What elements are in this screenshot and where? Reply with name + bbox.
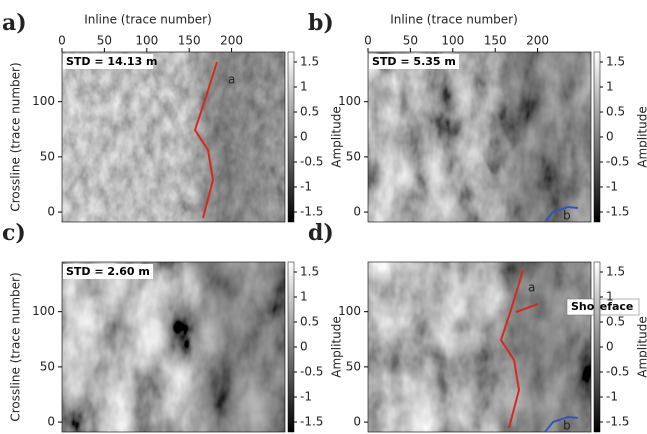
colorbar-tick-label: -0.5 (300, 365, 323, 379)
image-shading (368, 262, 591, 432)
colorbar-tick-label: 1.5 (300, 55, 319, 69)
x-axis-label: Inline (trace number) (390, 13, 518, 27)
colorbar-tick-label: 1 (300, 290, 308, 304)
y-tick-label: 0 (353, 415, 361, 429)
annotation: STD = 14.13 m (66, 55, 158, 68)
marker-label: a (528, 281, 535, 295)
y-tick-label: 50 (346, 359, 361, 373)
x-tick-label: 0 (58, 34, 66, 48)
x-axis-label: Inline (trace number) (84, 13, 212, 27)
image-shading (62, 52, 285, 222)
y-axis-label: Crossline (trace number) (9, 62, 23, 211)
x-tick-label: 200 (220, 34, 243, 48)
colorbar-tick-label: 0.5 (300, 315, 319, 329)
colorbar-tick-label: 0 (606, 130, 614, 144)
x-tick-label: 100 (441, 34, 464, 48)
panel-label: a) (2, 10, 27, 36)
colorbar (594, 52, 600, 222)
y-tick-label: 50 (40, 149, 55, 163)
colorbar-tick-label: 1 (606, 290, 614, 304)
colorbar-tick-label: 0 (606, 340, 614, 354)
y-tick-label: 0 (353, 205, 361, 219)
y-tick-label: 0 (47, 205, 55, 219)
colorbar-tick-label: 0.5 (606, 105, 625, 119)
colorbar-tick-label: -0.5 (606, 155, 629, 169)
panel-label: d) (308, 220, 334, 246)
panel-label: b) (308, 10, 334, 36)
colorbar-tick-label: 0.5 (606, 315, 625, 329)
image-shading (368, 52, 591, 222)
y-tick-label: 100 (338, 94, 361, 108)
colorbar-tick-label: -1.5 (300, 205, 323, 219)
colorbar-tick-label: 1.5 (300, 265, 319, 279)
colorbar-tick-label: -0.5 (606, 365, 629, 379)
x-tick-label: 50 (97, 34, 112, 48)
marker-label: b (563, 419, 571, 433)
marker-label: a (228, 73, 235, 87)
annotation: STD = 2.60 m (66, 265, 150, 278)
colorbar (288, 52, 294, 222)
y-tick-label: 50 (40, 359, 55, 373)
colorbar-tick-label: 0.5 (300, 105, 319, 119)
colorbar-tick-label: -1 (606, 390, 618, 404)
colorbar-tick-label: -1 (300, 390, 312, 404)
panel-label: c) (2, 220, 26, 246)
colorbar-tick-label: 0 (300, 340, 308, 354)
x-tick-label: 100 (135, 34, 158, 48)
page: a)Inline (trace number)05010015020005010… (0, 0, 647, 434)
y-tick-label: 100 (32, 94, 55, 108)
colorbar-tick-label: 1.5 (606, 55, 625, 69)
marker-label: b (563, 209, 571, 223)
colorbar-label: Amplitude (636, 316, 647, 378)
colorbar-tick-label: 1.5 (606, 265, 625, 279)
colorbar-tick-label: -1.5 (300, 415, 323, 429)
colorbar-tick-label: -1.5 (606, 415, 629, 429)
x-tick-label: 150 (178, 34, 201, 48)
y-axis-label: Crossline (trace number) (9, 272, 23, 421)
colorbar-label: Amplitude (330, 316, 344, 378)
y-tick-label: 100 (338, 304, 361, 318)
colorbar-tick-label: 0 (300, 130, 308, 144)
y-tick-label: 50 (346, 149, 361, 163)
colorbar (594, 262, 600, 432)
colorbar-label: Amplitude (330, 106, 344, 168)
image-shading (62, 262, 285, 432)
x-tick-label: 200 (526, 34, 549, 48)
colorbar-label: Amplitude (636, 106, 647, 168)
annotation: STD = 5.35 m (372, 55, 456, 68)
colorbar-tick-label: -1.5 (606, 205, 629, 219)
x-tick-label: 150 (484, 34, 507, 48)
marker-label: Shoreface (571, 300, 633, 313)
figure: a)Inline (trace number)05010015020005010… (0, 0, 647, 434)
colorbar-tick-label: -1 (300, 180, 312, 194)
x-tick-label: 0 (364, 34, 372, 48)
colorbar-tick-label: -0.5 (300, 155, 323, 169)
colorbar-tick-label: -1 (606, 180, 618, 194)
y-tick-label: 0 (47, 415, 55, 429)
x-tick-label: 50 (403, 34, 418, 48)
colorbar (288, 262, 294, 432)
colorbar-tick-label: 1 (300, 80, 308, 94)
y-tick-label: 100 (32, 304, 55, 318)
colorbar-tick-label: 1 (606, 80, 614, 94)
